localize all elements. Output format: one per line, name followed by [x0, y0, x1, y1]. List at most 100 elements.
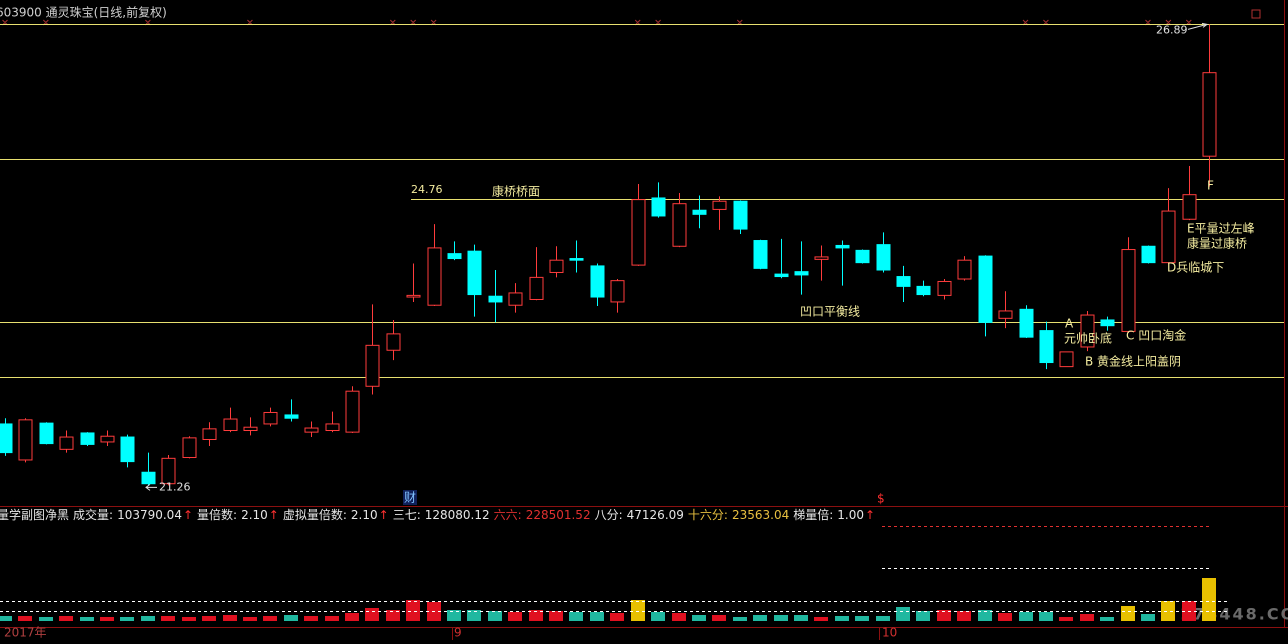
volume-bar: [80, 616, 94, 621]
candle-body: [957, 259, 972, 280]
volume-bar: [223, 614, 237, 621]
volume-bar: [631, 599, 645, 621]
indicator-name: 虚拟量倍数:: [282, 508, 347, 522]
candle-body: [1121, 249, 1136, 332]
low-label: 21.26: [159, 480, 191, 493]
event-marker: 财: [404, 491, 416, 505]
volume-bar: [447, 609, 461, 621]
candle-body: [610, 280, 625, 303]
annotation: B 黄金线上阳盖阴: [1085, 354, 1181, 369]
volume-bar: [569, 611, 583, 621]
candle-body: [896, 276, 911, 287]
volume-bar: [365, 607, 379, 621]
indicator-value: 1.00: [837, 508, 864, 522]
candle-body: [692, 209, 707, 215]
candle-body: [1141, 245, 1156, 264]
volume-bar: [1059, 616, 1073, 621]
x-axis-label: 9: [454, 626, 462, 640]
indicator-arrow: ↑: [182, 508, 194, 522]
volume-bar: [835, 615, 849, 621]
volume-bar: [59, 615, 73, 621]
indicator-name: 六六:: [493, 508, 522, 522]
volume-bar: [590, 611, 604, 621]
candle-body: [304, 427, 319, 433]
volume-bar: [753, 614, 767, 621]
annotation: 康量过康桥: [1187, 236, 1247, 251]
candle-body: [733, 200, 748, 230]
candle-body: [998, 310, 1013, 319]
candle-body: [325, 423, 340, 431]
high-arrow: [1187, 22, 1209, 30]
candle-body: [1161, 210, 1176, 264]
candle-body: [263, 411, 278, 425]
candle-body: [59, 436, 74, 450]
indicator-name: 八分:: [594, 508, 623, 522]
volume-bar: [508, 611, 522, 621]
annotation: 凹口平衡线: [800, 305, 860, 319]
indicator-name: 梯量倍:: [793, 508, 834, 522]
volume-bar: [1100, 616, 1114, 621]
candle-body: [427, 247, 442, 306]
candle-body: [100, 435, 115, 443]
volume-bar: [998, 612, 1012, 621]
volume-bar: [243, 616, 257, 621]
indicator-arrow: ↑: [268, 508, 279, 522]
volume-bar: [467, 609, 481, 621]
volume-bar: [18, 615, 32, 621]
indicator-value: 228501.52: [525, 508, 591, 522]
x-axis-label: 10: [882, 626, 897, 640]
candle-body: [569, 258, 584, 261]
volume-bar: [406, 599, 420, 621]
volume-bar: [957, 610, 971, 621]
volume-bar: [1141, 613, 1155, 621]
volume-bar: [1039, 611, 1053, 621]
panel-title: 量学副图净黑: [0, 508, 70, 522]
candle-body: [916, 285, 931, 296]
candle-body: [672, 203, 687, 247]
candle-body: [1019, 308, 1034, 338]
event-box: [403, 490, 417, 505]
volume-bar: [39, 616, 53, 621]
candle-body: [590, 265, 605, 298]
candle-body: [141, 471, 156, 485]
annotation: F: [1207, 179, 1214, 193]
volume-bar: [488, 610, 502, 621]
candle-body: [855, 249, 870, 264]
volume-bar: [1202, 578, 1216, 621]
volume-bar: [1182, 600, 1196, 621]
volume-bar: [386, 609, 400, 621]
watermark: 178448.COM: [1180, 605, 1288, 624]
high-label: 26.89: [1156, 23, 1188, 36]
candle-body: [1039, 330, 1054, 364]
volume-bar: [529, 609, 543, 621]
candle-body: [549, 259, 564, 273]
volume-bar: [978, 609, 992, 621]
candle-body: [120, 436, 135, 463]
volume-bar: [304, 615, 318, 621]
volume-bar: [712, 614, 726, 621]
volume-bar: [263, 615, 277, 621]
corner-box: [1251, 9, 1261, 19]
candle-body: [202, 428, 217, 440]
candle-body: [794, 271, 809, 276]
volume-bar: [896, 606, 910, 621]
annotation: 康桥桥面: [492, 184, 540, 199]
candle-body: [406, 294, 421, 298]
indicator-name: 十六分:: [687, 508, 728, 522]
volume-bar: [651, 611, 665, 621]
candle-body: [223, 418, 238, 431]
volume-bar: [937, 609, 951, 621]
annotation: A: [1065, 317, 1074, 331]
indicator-value: 47126.09: [626, 508, 684, 522]
volume-bar: [161, 615, 175, 621]
candle-body: [1080, 314, 1095, 348]
volume-bar: [100, 616, 114, 621]
candle-body: [1202, 72, 1217, 157]
candle-body: [18, 419, 33, 461]
x-axis-label: 2017年: [4, 626, 47, 640]
indicator-arrow: ↑: [378, 508, 389, 522]
candle-body: [937, 280, 952, 296]
candle-body: [631, 199, 646, 266]
volume-bar: [610, 612, 624, 621]
